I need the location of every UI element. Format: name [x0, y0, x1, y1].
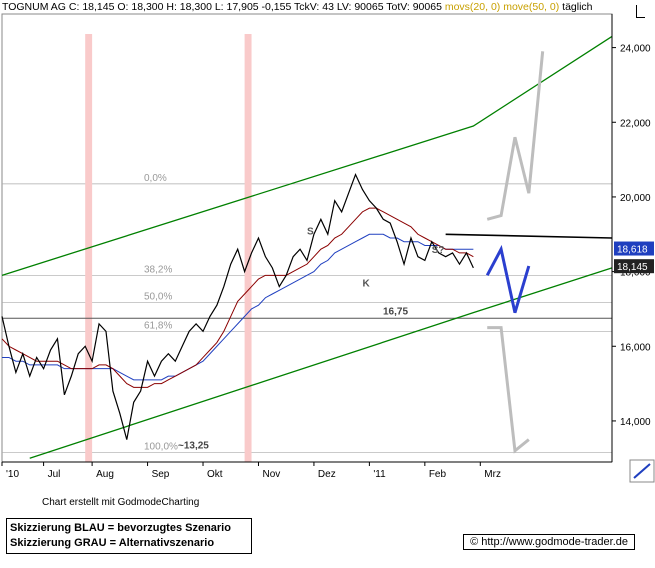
plot-frame [1, 13, 613, 463]
resize-corner-icon[interactable] [636, 5, 645, 18]
x-tick-label-3: Sep [152, 469, 170, 480]
annotation-k: K [362, 279, 370, 290]
annotation-16-75: 16,75 [383, 306, 408, 317]
y-tick-label-5: 24,000 [620, 44, 651, 55]
resistance-line [445, 233, 613, 239]
ma20-label: movs(20, 0) [444, 1, 501, 13]
fib-label-1: 38,2% [144, 264, 172, 275]
last-price-label-0: 18,618 [617, 245, 648, 256]
ma50-label: move(50, 0) [503, 1, 560, 13]
annotation-13-25: ~13,25 [178, 441, 209, 452]
period-label: täglich [562, 1, 593, 13]
expand-arrow-icon [633, 463, 651, 479]
x-tick-label-2: Aug [96, 469, 114, 480]
chart-credit: Chart erstellt mit GodmodeCharting [42, 497, 200, 508]
fib-label-3: 61,8% [144, 320, 172, 331]
y-tick-label-3: 20,000 [620, 193, 651, 204]
x-tick-label-1: Jul [48, 469, 61, 480]
last-price-box-0 [614, 241, 654, 256]
scenario-grey-down [487, 326, 530, 454]
price-line [1, 172, 474, 440]
x-tick-label-0: '10 [6, 469, 19, 480]
fib-label-2: 50,0% [144, 292, 172, 303]
scenario-grey-up [486, 51, 545, 221]
x-tick-label-4: Okt [207, 469, 223, 480]
x-tick-label-8: Feb [429, 469, 447, 480]
legend-grey: Skizzierung GRAU = Alternativszenario [10, 537, 215, 549]
legend-blue: Skizzierung BLAU = bevorzugtes Szenario [10, 522, 231, 534]
scenario-legend: Skizzierung BLAU = bevorzugtes Szenario … [6, 518, 252, 554]
fib-label-0: 0,0% [144, 173, 167, 184]
channel-upper-line [1, 35, 613, 276]
annotation-s: S [307, 226, 314, 237]
last-price-box-1 [614, 259, 654, 274]
chart-header: TOGNUM AG C: 18,145 O: 18,300 H: 18,300 … [2, 1, 593, 13]
y-tick-label-1: 16,000 [620, 342, 651, 353]
channel-lower-line [29, 267, 613, 459]
y-tick-label-0: 14,000 [620, 417, 651, 428]
fib-label-4: 100,0% [144, 442, 178, 453]
x-tick-label-9: Mrz [484, 469, 501, 480]
scenario-blue [485, 244, 531, 314]
highlight-band-1 [244, 34, 252, 462]
source-url[interactable]: © http://www.godmode-trader.de [463, 534, 635, 550]
header-main: TOGNUM AG C: 18,145 O: 18,300 H: 18,300 … [2, 1, 442, 13]
y-tick-label-4: 22,000 [620, 118, 651, 129]
x-tick-label-5: Nov [262, 469, 280, 480]
x-tick-label-7: '11 [373, 469, 386, 480]
annotation-s2: S? [432, 245, 445, 256]
ma20-line [1, 207, 474, 388]
x-tick-label-6: Dez [318, 469, 336, 480]
last-price-label-1: 18,145 [617, 262, 648, 273]
